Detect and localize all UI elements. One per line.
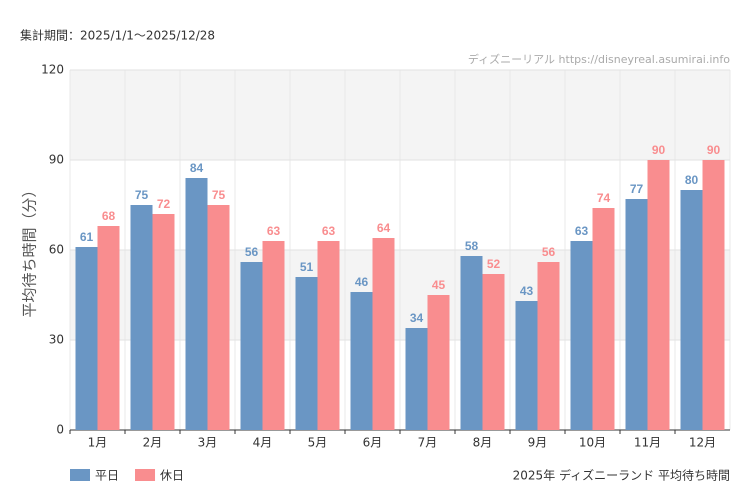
bar <box>625 199 648 430</box>
bar <box>97 226 120 430</box>
value-label: 56 <box>542 245 556 259</box>
bar <box>515 301 538 430</box>
bar <box>295 277 318 430</box>
legend-label: 休日 <box>160 469 184 483</box>
value-label: 61 <box>80 230 94 244</box>
x-tick-label: 3月 <box>198 436 218 450</box>
bar <box>647 160 670 430</box>
bar <box>350 292 373 430</box>
value-label: 63 <box>575 224 589 238</box>
bar <box>372 238 395 430</box>
value-label: 34 <box>410 311 424 325</box>
y-axis-label: 平均待ち時間（分） <box>21 182 39 317</box>
value-label: 43 <box>520 284 534 298</box>
x-tick-label: 8月 <box>473 436 493 450</box>
value-label: 56 <box>245 245 259 259</box>
legend-swatch <box>135 469 156 481</box>
bar <box>482 274 505 430</box>
x-tick-label: 12月 <box>689 436 716 450</box>
bar <box>405 328 428 430</box>
bar <box>460 256 483 430</box>
value-label: 84 <box>190 161 204 175</box>
x-tick-label: 11月 <box>634 436 661 450</box>
value-label: 68 <box>102 209 116 223</box>
value-label: 46 <box>355 275 369 289</box>
y-tick-label: 30 <box>49 333 64 347</box>
subtitle: 集計期間：2025/1/1～2025/12/28 <box>20 28 215 43</box>
legend-label: 平日 <box>95 469 119 483</box>
bar <box>75 247 98 430</box>
bar <box>152 214 175 430</box>
bar <box>207 205 230 430</box>
bar <box>130 205 153 430</box>
x-tick-label: 9月 <box>528 436 548 450</box>
value-label: 74 <box>597 191 611 205</box>
value-label: 45 <box>432 278 446 292</box>
bar <box>592 208 615 430</box>
value-label: 90 <box>652 143 666 157</box>
bar <box>537 262 560 430</box>
value-label: 51 <box>300 260 314 274</box>
x-tick-label: 10月 <box>579 436 606 450</box>
bar <box>427 295 450 430</box>
x-tick-label: 4月 <box>253 436 273 450</box>
caption: 2025年 ディズニーランド 平均待ち時間 <box>513 468 730 483</box>
value-label: 80 <box>685 173 699 187</box>
bar <box>262 241 285 430</box>
bar <box>680 190 703 430</box>
bar <box>317 241 340 430</box>
x-tick-label: 7月 <box>418 436 438 450</box>
x-tick-label: 6月 <box>363 436 383 450</box>
x-tick-label: 5月 <box>308 436 328 450</box>
bar <box>702 160 725 430</box>
value-label: 75 <box>135 188 149 202</box>
watermark: ディズニーリアル https://disneyreal.asumirai.inf… <box>468 52 730 66</box>
y-tick-label: 90 <box>49 153 64 167</box>
value-label: 90 <box>707 143 721 157</box>
value-label: 52 <box>487 257 501 271</box>
bar <box>240 262 263 430</box>
value-label: 77 <box>630 182 644 196</box>
x-tick-label: 1月 <box>88 436 108 450</box>
value-label: 58 <box>465 239 479 253</box>
value-label: 64 <box>377 221 391 235</box>
value-label: 63 <box>322 224 336 238</box>
y-tick-label: 0 <box>56 423 64 437</box>
value-label: 75 <box>212 188 226 202</box>
legend-swatch <box>70 469 90 481</box>
value-label: 63 <box>267 224 281 238</box>
y-tick-label: 120 <box>41 63 64 77</box>
bar <box>570 241 593 430</box>
x-tick-label: 2月 <box>143 436 163 450</box>
bar <box>185 178 208 430</box>
y-tick-label: 60 <box>49 243 64 257</box>
value-label: 72 <box>157 197 171 211</box>
